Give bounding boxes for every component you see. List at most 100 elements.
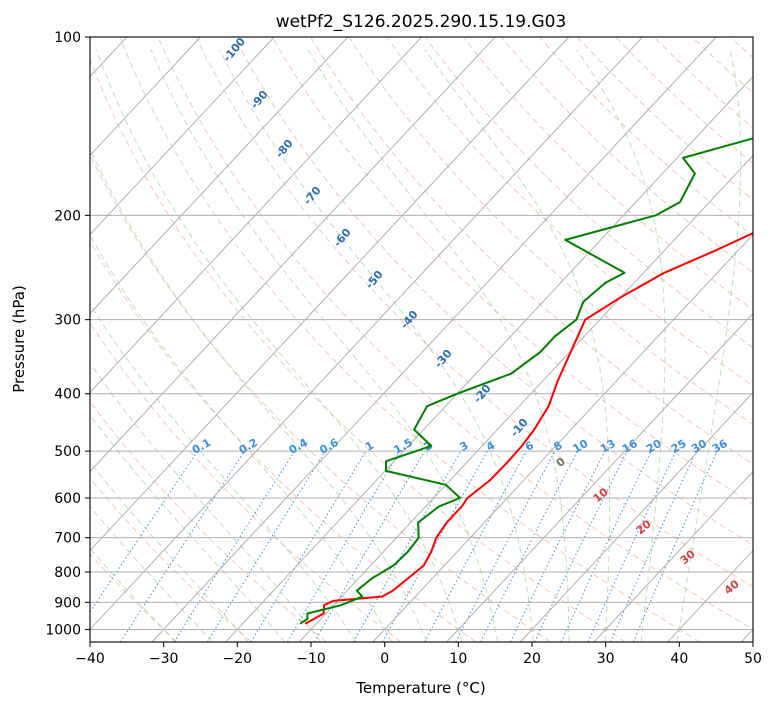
y-tick-label: 300 bbox=[54, 313, 81, 329]
mixing-ratio-line bbox=[313, 450, 426, 642]
y-tick-label: 800 bbox=[54, 565, 81, 581]
mixing-ratio-label: 0.6 bbox=[317, 436, 341, 457]
x-tick-label: 10 bbox=[449, 651, 467, 667]
isotherm-line bbox=[519, 391, 753, 642]
mixing-ratio-line bbox=[455, 450, 556, 642]
temperature-profile-line bbox=[304, 232, 753, 625]
mixing-ratio-line bbox=[287, 450, 401, 642]
isotherm-line bbox=[593, 470, 753, 642]
mixing-ratio-line bbox=[250, 450, 367, 642]
x-axis-label: Temperature (°C) bbox=[355, 679, 485, 697]
moist-adiabat-line bbox=[676, 49, 742, 642]
dry-adiabat-label: -60 bbox=[331, 226, 354, 250]
mixing-ratio-label: 3 bbox=[458, 439, 471, 454]
mixing-ratio-line bbox=[206, 450, 326, 642]
x-tick-label: −10 bbox=[296, 651, 326, 667]
mixing-ratio-label: 0.2 bbox=[237, 436, 260, 457]
dry-adiabat-label: -80 bbox=[273, 137, 296, 161]
isotherm-line bbox=[151, 37, 717, 642]
dry-adiabat-line bbox=[615, 37, 753, 165]
moist-adiabat-line bbox=[576, 49, 666, 642]
mixing-ratio-line bbox=[480, 450, 579, 642]
dry-adiabat-line bbox=[424, 37, 753, 349]
y-tick-label: 200 bbox=[54, 208, 81, 224]
moist-adiabat-line bbox=[90, 147, 428, 642]
dry-adiabat-label: -100 bbox=[220, 35, 248, 65]
chart-title: wetPf2_S126.2025.290.15.19.G03 bbox=[276, 12, 567, 32]
y-tick-label: 500 bbox=[54, 444, 81, 460]
mixing-ratio-line bbox=[509, 450, 606, 642]
mixing-ratio-label: 1 bbox=[363, 439, 376, 454]
dry-adiabat-line bbox=[90, 58, 626, 642]
moist-adiabat-line bbox=[90, 234, 392, 642]
isotherm-line bbox=[90, 37, 496, 473]
moist-adiabat-line bbox=[90, 362, 321, 642]
y-axis: 100 200 300 400 500 600 700 800 900 1000 bbox=[45, 30, 90, 638]
mixing-ratio-label: 36 bbox=[710, 437, 730, 456]
profile-series bbox=[299, 137, 753, 625]
x-tick-label: −40 bbox=[75, 651, 105, 667]
mixing-ratio-line bbox=[382, 450, 488, 642]
mixing-ratio-label: 0.4 bbox=[287, 436, 311, 457]
isotherm-line bbox=[90, 37, 201, 157]
x-tick-label: 30 bbox=[597, 651, 615, 667]
isotherm-line bbox=[90, 37, 643, 631]
dry-adiabat-line bbox=[653, 37, 753, 129]
dry-adiabat-line bbox=[195, 37, 753, 588]
isotherm-line bbox=[372, 233, 753, 642]
mixing-ratio-line bbox=[424, 450, 527, 642]
mixing-ratio-line bbox=[560, 450, 652, 642]
dewpoint-profile-line bbox=[299, 137, 753, 625]
isotherm-line bbox=[446, 312, 753, 642]
moist-adiabat-label: 20 bbox=[634, 517, 654, 537]
moist-adiabat-line bbox=[95, 49, 463, 642]
isotherm-line bbox=[90, 37, 349, 315]
x-tick-label: −30 bbox=[149, 651, 179, 667]
mixing-ratio-line bbox=[353, 450, 462, 642]
isotherm-line bbox=[740, 628, 753, 642]
skewt-background-lines bbox=[90, 37, 753, 642]
mixing-ratio-line bbox=[119, 450, 246, 642]
mixing-ratio-label: 30 bbox=[689, 437, 709, 456]
isotherm-line bbox=[90, 37, 275, 236]
mixing-ratio-line bbox=[173, 450, 296, 642]
y-tick-label: 700 bbox=[54, 531, 81, 547]
mixing-ratio-line bbox=[610, 450, 697, 642]
dry-adiabat-line bbox=[90, 477, 253, 642]
mixing-ratio-line bbox=[632, 450, 718, 642]
moist-adiabat-line bbox=[90, 461, 249, 642]
x-tick-label: 40 bbox=[670, 651, 688, 667]
x-tick-label: 20 bbox=[523, 651, 541, 667]
grid-lines bbox=[90, 37, 753, 642]
dry-adiabat-line bbox=[310, 37, 753, 465]
mixing-ratio-label: 25 bbox=[669, 437, 689, 456]
dry-adiabat-line bbox=[90, 321, 402, 642]
moist-adiabat-line bbox=[150, 49, 499, 642]
moist-adiabat-line bbox=[90, 303, 357, 642]
y-tick-label: 900 bbox=[54, 595, 81, 611]
y-tick-label: 1000 bbox=[45, 622, 81, 638]
moist-adiabat-line bbox=[90, 414, 285, 642]
x-tick-label: 0 bbox=[380, 651, 389, 667]
dry-adiabat-line bbox=[90, 153, 551, 642]
mixing-ratio-line bbox=[534, 450, 628, 642]
isotherm-line bbox=[90, 37, 570, 552]
x-axis: −40 −30 −20 −10 0 10 20 30 40 50 bbox=[75, 642, 762, 667]
mixing-ratio-label: 10 bbox=[571, 437, 591, 456]
dry-adiabat-line bbox=[577, 37, 753, 201]
x-tick-label: −20 bbox=[223, 651, 253, 667]
x-tick-label: 50 bbox=[744, 651, 762, 667]
dry-adiabat-line bbox=[386, 37, 753, 387]
dry-adiabat-line bbox=[539, 37, 753, 237]
dry-adiabat-line bbox=[272, 37, 753, 505]
moist-adiabat-label: 30 bbox=[678, 547, 698, 567]
y-tick-label: 100 bbox=[54, 30, 81, 46]
dry-adiabat-label: -70 bbox=[301, 184, 324, 208]
dry-adiabat-line bbox=[119, 37, 701, 642]
moist-adiabat-line bbox=[219, 49, 534, 642]
isotherm-line bbox=[225, 75, 753, 642]
mixing-ratio-label: 1.5 bbox=[392, 436, 415, 457]
mixing-ratio-line bbox=[587, 450, 677, 642]
isotherm-line bbox=[90, 37, 422, 394]
moist-adiabat-label: 10 bbox=[591, 485, 611, 505]
